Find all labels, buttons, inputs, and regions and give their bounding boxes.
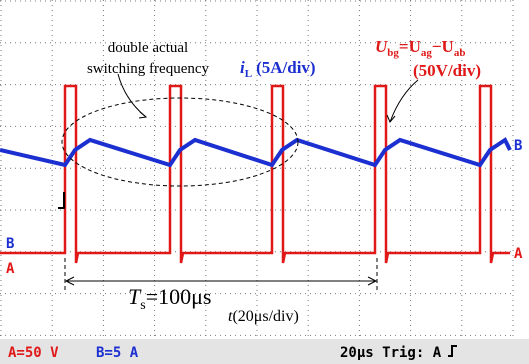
timebase: 20μs Trig: A	[340, 345, 442, 361]
channel-b-scale: B=5 A	[96, 345, 139, 361]
channel-marker: B	[6, 236, 14, 252]
scope-screen: double actual switching frequency iL(5A/…	[0, 0, 529, 364]
time-label: t(20μs/div)	[228, 308, 299, 325]
channel-a-scale: A=50 V	[8, 345, 59, 361]
note: double actual	[108, 40, 188, 56]
part: U	[375, 37, 388, 56]
scale: (5A/div)	[256, 58, 316, 77]
part: ag	[421, 47, 433, 59]
value: =100μs	[146, 284, 212, 309]
part: −U	[432, 37, 454, 56]
part: =U	[399, 37, 421, 56]
channel-marker: A	[6, 261, 15, 277]
part: bg	[387, 47, 399, 59]
part: ab	[454, 47, 466, 59]
channel-marker: B	[514, 138, 522, 154]
scale: (20μs/div)	[232, 308, 298, 325]
status-bar	[0, 339, 529, 364]
note: switching frequency	[87, 61, 210, 77]
channel-marker: A	[514, 246, 523, 262]
subscript: L	[245, 68, 252, 80]
voltage-scale: (50V/div)	[413, 61, 481, 80]
